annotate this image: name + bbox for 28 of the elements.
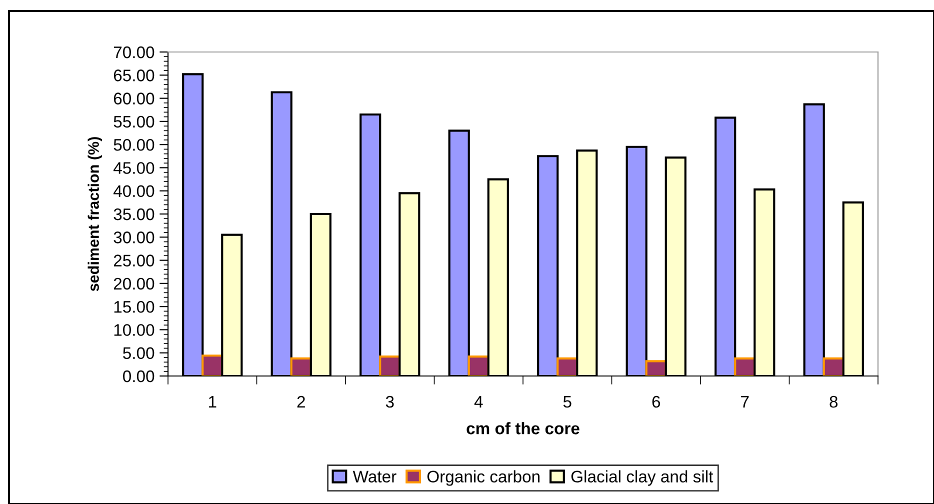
y-tick-label: 60.00 [114, 92, 154, 104]
y-tick-label: 10.00 [114, 324, 154, 336]
x-tick-label: 3 [386, 396, 394, 408]
y-tick-label: 45.00 [113, 162, 154, 174]
y-tick-label: 0.00 [123, 370, 154, 382]
y-tick-label: 40.00 [113, 185, 154, 198]
x-tick-label: 4 [474, 396, 483, 408]
x-tick-label: 1 [209, 396, 216, 408]
y-tick-label: 5.00 [123, 347, 154, 360]
y-tick-label: 15.00 [114, 300, 154, 313]
x-tick-label: 2 [297, 396, 305, 408]
x-tick-label: 5 [563, 396, 572, 408]
y-tick-label: 30.00 [114, 232, 154, 244]
legend-label: Organic carbon [427, 470, 540, 486]
x-tick-label: 7 [741, 396, 749, 408]
legend-label: Glacial clay and silt [571, 470, 714, 486]
y-tick-label: 35.00 [114, 208, 154, 220]
y-tick-label: 65.00 [114, 70, 154, 82]
y-tick-label: 70.00 [114, 46, 154, 58]
y-tick-label: 55.00 [114, 116, 154, 128]
y-axis-title: sediment fraction (%) [88, 137, 102, 292]
y-tick-label: 20.00 [114, 278, 154, 290]
y-tick-label: 25.00 [114, 254, 154, 266]
x-axis-title: cm of the core [466, 422, 580, 434]
y-tick-label: 50.00 [114, 138, 154, 151]
x-tick-label: 8 [830, 396, 838, 408]
x-tick-label: 6 [652, 396, 660, 408]
legend-label: Water [352, 470, 396, 482]
